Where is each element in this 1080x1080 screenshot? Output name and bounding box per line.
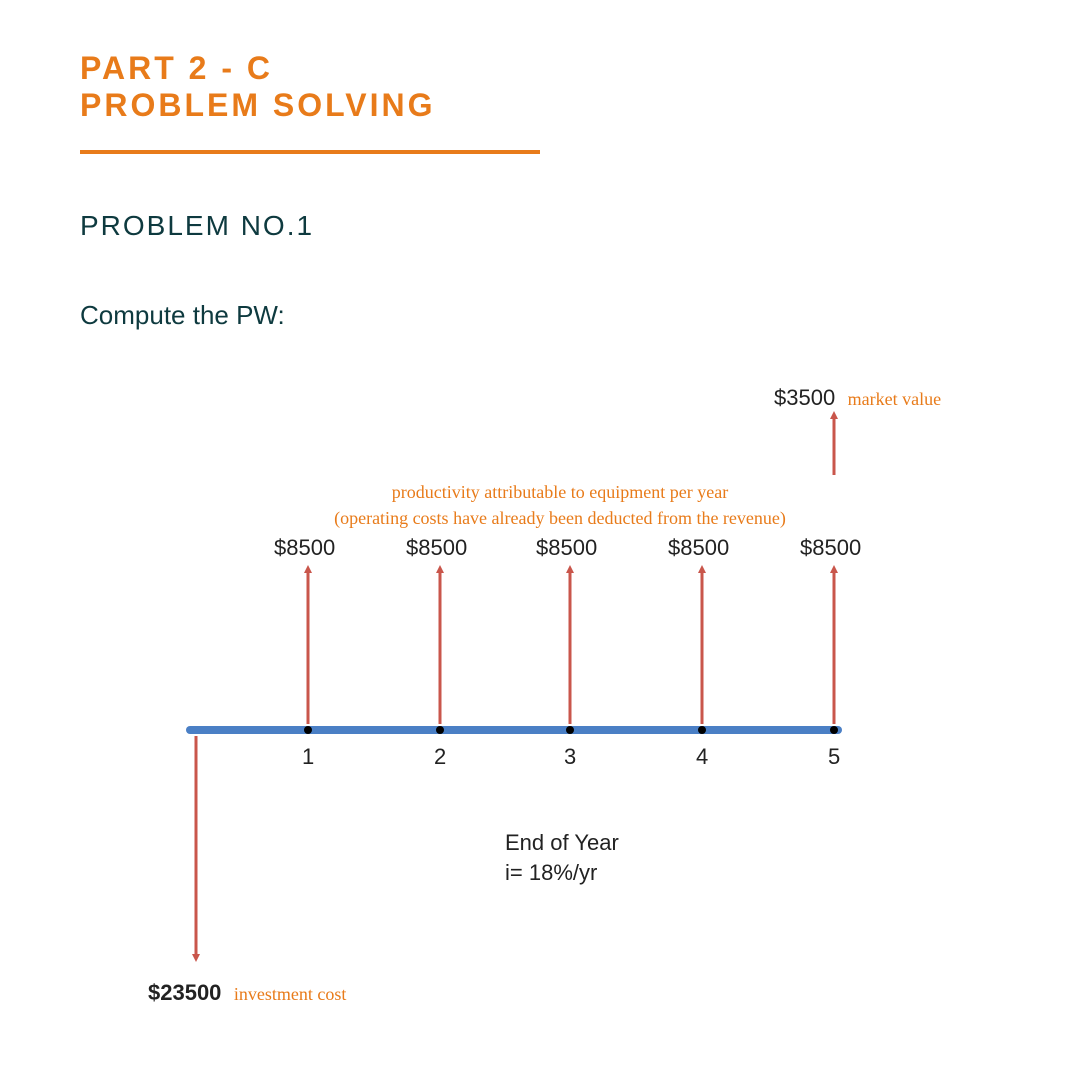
title-underline — [80, 150, 540, 154]
cashflow-diagram: $3500 market value productivity attribut… — [0, 360, 1080, 1060]
title-line-1: PART 2 - C — [80, 50, 436, 87]
title-line-2: PROBLEM SOLVING — [80, 87, 436, 124]
title-block: PART 2 - C PROBLEM SOLVING — [80, 50, 436, 124]
page: PART 2 - C PROBLEM SOLVING PROBLEM NO.1 … — [0, 0, 1080, 1080]
problem-number: PROBLEM NO.1 — [80, 210, 314, 242]
diagram-svg — [0, 360, 1080, 1060]
prompt-text: Compute the PW: — [80, 300, 285, 331]
